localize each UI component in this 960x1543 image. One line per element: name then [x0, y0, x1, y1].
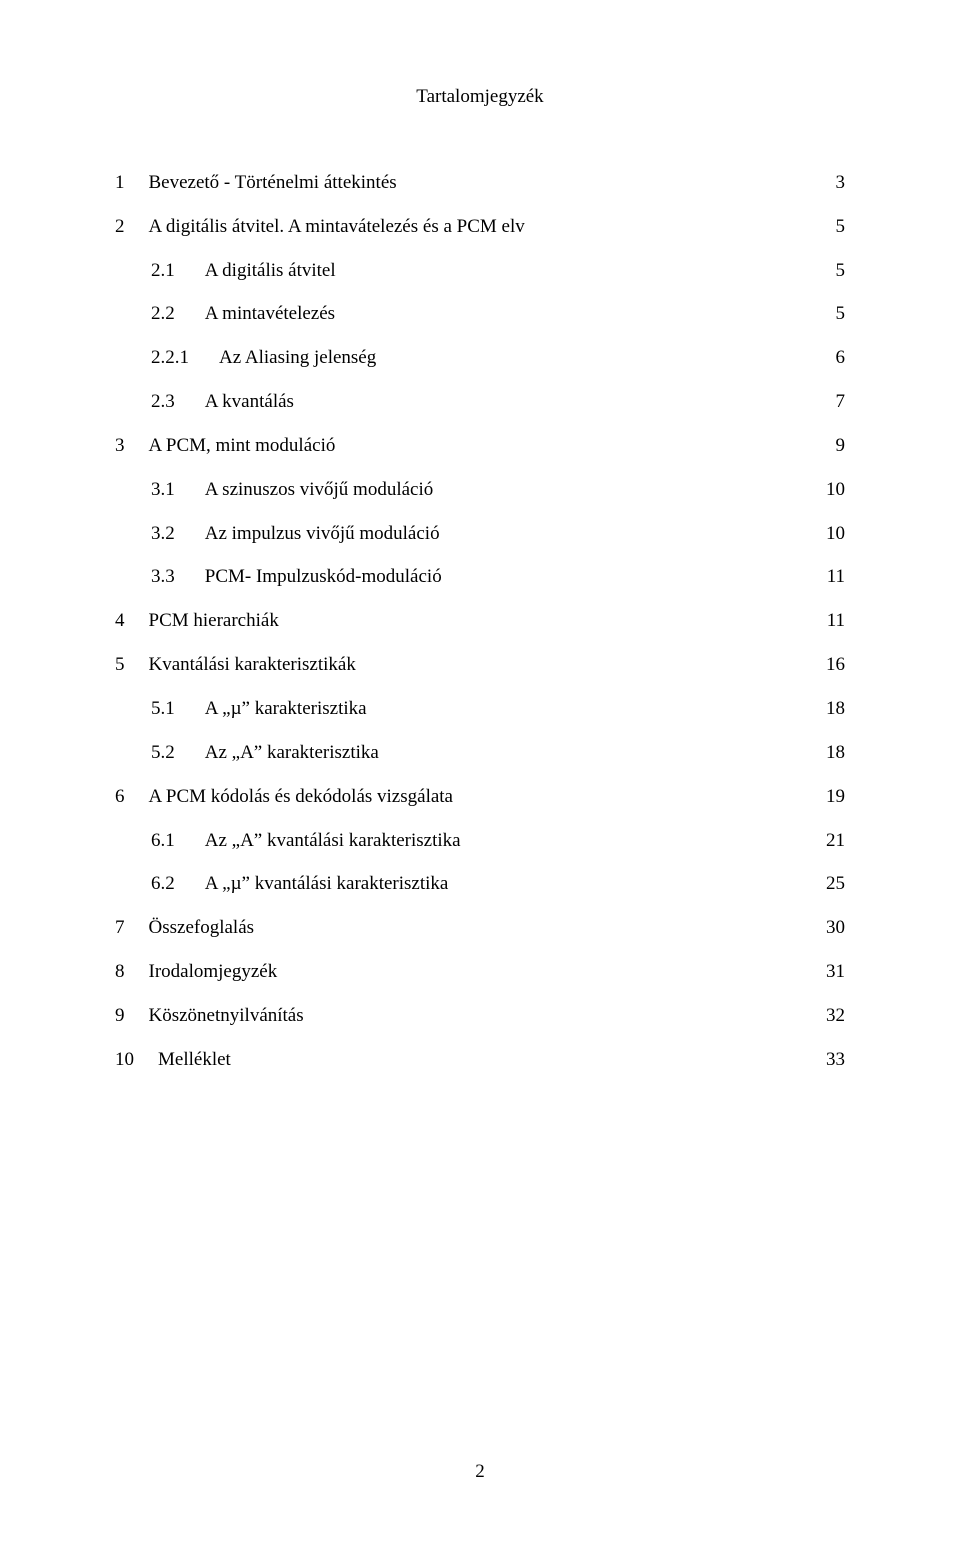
toc-entry[interactable]: 10 Melléklet 33: [115, 1049, 845, 1071]
toc-entry-text: Az impulzus vivőjű moduláció: [205, 523, 440, 545]
toc-entry-number: 5.2: [151, 742, 175, 764]
toc-entry-number: 1: [115, 172, 125, 194]
toc-entry-page: 11: [823, 566, 845, 588]
toc-entry-text: A PCM, mint moduláció: [149, 435, 336, 457]
toc-entry-page: 30: [822, 917, 845, 939]
toc-entry-text: Irodalomjegyzék: [149, 961, 278, 983]
toc-entry-text: A digitális átvitel. A mintavátelezés és…: [149, 216, 525, 238]
toc-entry[interactable]: 2.2 A mintavételezés 5: [115, 303, 845, 325]
toc-container: 1Bevezető - Történelmi áttekintés32A dig…: [115, 172, 845, 1071]
toc-entry-number: 3.1: [151, 479, 175, 501]
toc-entry[interactable]: 3.3 PCM- Impulzuskód-moduláció 11: [115, 566, 845, 588]
toc-entry[interactable]: 1 Bevezető - Történelmi áttekintés 3: [115, 172, 845, 194]
toc-entry-text: A „µ” karakterisztika: [205, 698, 367, 720]
toc-entry-number: 7: [115, 917, 125, 939]
toc-entry-page: 10: [822, 479, 845, 501]
toc-entry-text: A PCM kódolás és dekódolás vizsgálata: [149, 786, 454, 808]
toc-entry[interactable]: 2.3 A kvantálás 7: [115, 391, 845, 413]
toc-entry-text: A mintavételezés: [205, 303, 335, 325]
toc-entry-text: Köszönetnyilvánítás: [149, 1005, 304, 1027]
toc-entry[interactable]: 7 Összefoglalás 30: [115, 917, 845, 939]
toc-entry-text: Az Aliasing jelenség: [219, 347, 376, 369]
toc-entry-number: 6.2: [151, 873, 175, 895]
toc-entry-text: Összefoglalás: [149, 917, 255, 939]
toc-entry-number: 6: [115, 786, 125, 808]
toc-entry-text: A „µ” kvantálási karakterisztika: [205, 873, 449, 895]
toc-entry-page: 5: [832, 216, 846, 238]
toc-entry-number: 3: [115, 435, 125, 457]
toc-title: Tartalomjegyzék: [115, 86, 845, 108]
toc-entry-page: 6: [832, 347, 846, 369]
toc-entry-number: 6.1: [151, 830, 175, 852]
toc-entry-number: 3.3: [151, 566, 175, 588]
toc-entry-page: 19: [822, 786, 845, 808]
toc-entry[interactable]: 6 A PCM kódolás és dekódolás vizsgálata 19: [115, 786, 845, 808]
toc-entry[interactable]: 3.1 A szinuszos vivőjű moduláció 10: [115, 479, 845, 501]
toc-entry[interactable]: 5 Kvantálási karakterisztikák 16: [115, 654, 845, 676]
toc-entry[interactable]: 3.2 Az impulzus vivőjű moduláció 10: [115, 523, 845, 545]
toc-entry-text: Az „A” karakterisztika: [205, 742, 379, 764]
toc-entry-number: 9: [115, 1005, 125, 1027]
toc-entry-text: Bevezető - Történelmi áttekintés: [149, 172, 397, 194]
toc-entry-text: PCM- Impulzuskód-moduláció: [205, 566, 442, 588]
toc-entry[interactable]: 6.1 Az „A” kvantálási karakterisztika 21: [115, 830, 845, 852]
toc-entry-text: A digitális átvitel: [205, 260, 336, 282]
toc-entry-number: 8: [115, 961, 125, 983]
page-number: 2: [0, 1461, 960, 1483]
page: Tartalomjegyzék 1 Bevezető - Történelmi á…: [0, 0, 960, 1543]
toc-entry-page: 25: [822, 873, 845, 895]
toc-entry-number: 2.1: [151, 260, 175, 282]
toc-entry-page: 18: [822, 742, 845, 764]
toc-entry[interactable]: 3 A PCM, mint moduláció 9: [115, 435, 845, 457]
toc-entry-page: 16: [822, 654, 845, 676]
toc-entry-text: A szinuszos vivőjű moduláció: [205, 479, 434, 501]
toc-entry[interactable]: 4 PCM hierarchiák 11: [115, 610, 845, 632]
toc-entry-number: 10: [115, 1049, 134, 1071]
toc-entry-page: 31: [822, 961, 845, 983]
toc-entry[interactable]: 6.2 A „µ” kvantálási karakterisztika 25: [115, 873, 845, 895]
toc-entry[interactable]: 5.1 A „µ” karakterisztika 18: [115, 698, 845, 720]
toc-entry-page: 5: [832, 303, 846, 325]
toc-entry-page: 9: [832, 435, 846, 457]
toc-entry[interactable]: 2 A digitális átvitel. A mintavátelezés é…: [115, 216, 845, 238]
toc-entry-number: 2.2.1: [151, 347, 189, 369]
toc-entry[interactable]: 2.1 A digitális átvitel 5: [115, 260, 845, 282]
toc-entry-page: 3: [832, 172, 846, 194]
toc-entry[interactable]: 9 Köszönetnyilvánítás 32: [115, 1005, 845, 1027]
toc-entry[interactable]: 5.2 Az „A” karakterisztika 18: [115, 742, 845, 764]
toc-entry-text: PCM hierarchiák: [149, 610, 279, 632]
toc-entry[interactable]: 2.2.1 Az Aliasing jelenség 6: [115, 347, 845, 369]
toc-entry-page: 5: [832, 260, 846, 282]
toc-entry-text: Kvantálási karakterisztikák: [149, 654, 356, 676]
toc-entry-page: 18: [822, 698, 845, 720]
toc-entry-page: 33: [822, 1049, 845, 1071]
toc-entry-text: Melléklet: [158, 1049, 231, 1071]
toc-entry[interactable]: 8 Irodalomjegyzék 31: [115, 961, 845, 983]
toc-entry-number: 3.2: [151, 523, 175, 545]
toc-entry-number: 2: [115, 216, 125, 238]
toc-entry-text: Az „A” kvantálási karakterisztika: [205, 830, 461, 852]
toc-entry-page: 21: [822, 830, 845, 852]
toc-entry-page: 7: [832, 391, 846, 413]
toc-entry-number: 5: [115, 654, 125, 676]
toc-entry-number: 4: [115, 610, 125, 632]
toc-entry-number: 2.2: [151, 303, 175, 325]
toc-entry-page: 32: [822, 1005, 845, 1027]
toc-entry-number: 2.3: [151, 391, 175, 413]
toc-entry-text: A kvantálás: [205, 391, 294, 413]
toc-entry-page: 11: [823, 610, 845, 632]
toc-entry-page: 10: [822, 523, 845, 545]
toc-entry-number: 5.1: [151, 698, 175, 720]
